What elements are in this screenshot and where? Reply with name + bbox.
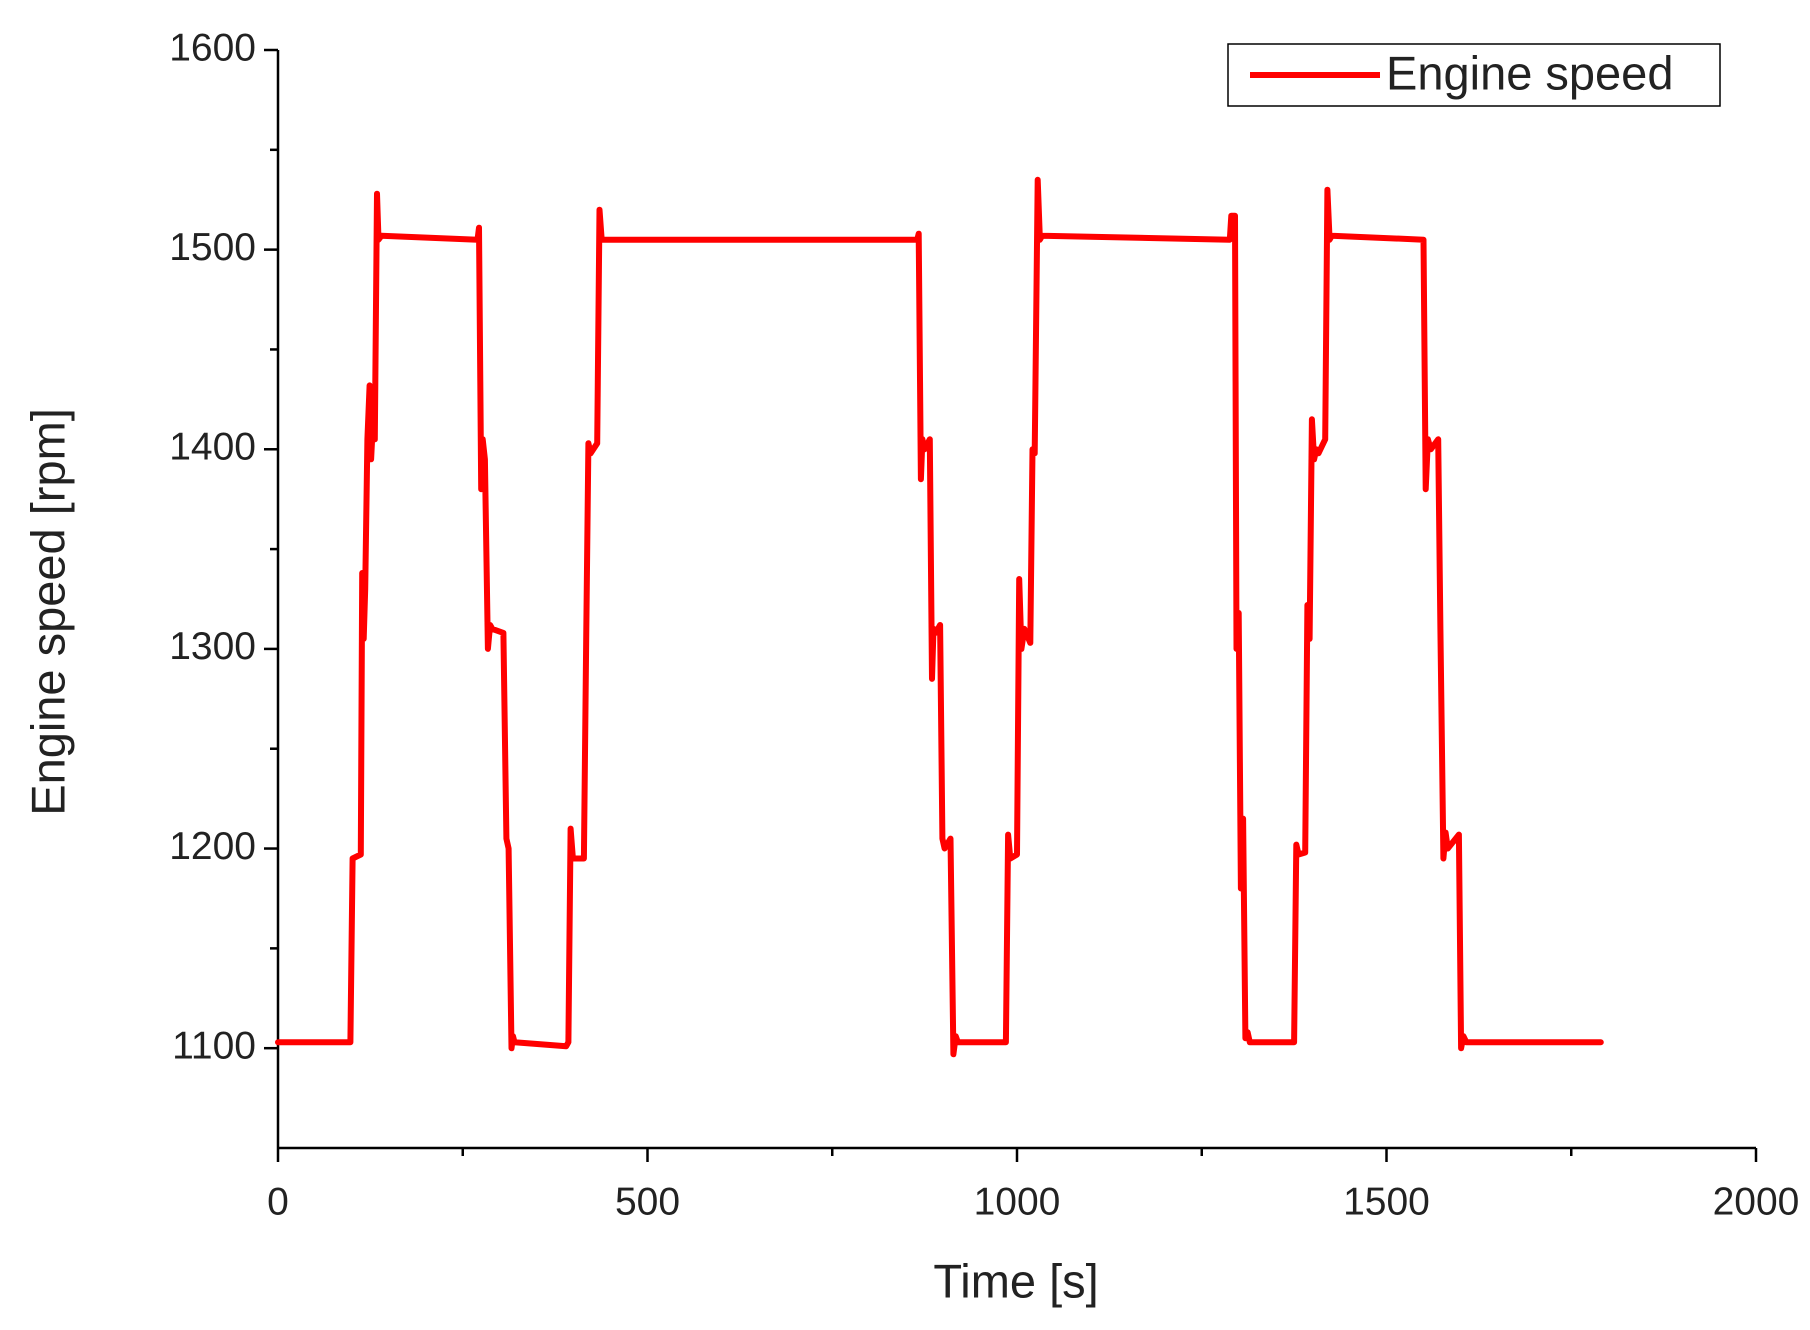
data-line	[275, 176, 1604, 1058]
y-tick-label: 1500	[169, 226, 256, 269]
x-tick-label: 1000	[974, 1180, 1061, 1223]
y-tick-label: 1300	[169, 625, 256, 668]
y-tick-label: 1400	[169, 426, 256, 469]
x-tick-label: 0	[267, 1180, 289, 1223]
y-tick-label: 1100	[172, 1024, 256, 1067]
x-tick-label: 1500	[1343, 1180, 1430, 1223]
x-axis-label: Time [s]	[933, 1254, 1098, 1307]
x-tick-label: 500	[615, 1180, 680, 1223]
y-tick-label: 1600	[169, 26, 256, 69]
y-tick-label: 1200	[169, 825, 256, 868]
y-axis-label: Engine speed [rpm]	[21, 408, 74, 816]
legend-label: Engine speed	[1386, 46, 1673, 99]
x-tick-label: 2000	[1713, 1180, 1800, 1223]
